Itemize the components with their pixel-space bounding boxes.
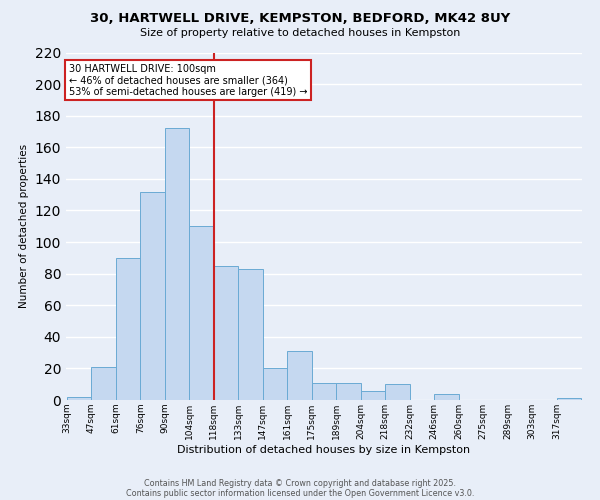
Bar (385, 384, 410, 400)
Bar (67, 397, 91, 400)
Bar (190, 226, 214, 400)
Bar (287, 351, 312, 400)
Text: Contains HM Land Registry data © Crown copyright and database right 2025.: Contains HM Land Registry data © Crown c… (144, 478, 456, 488)
Bar (336, 382, 361, 400)
Y-axis label: Number of detached properties: Number of detached properties (19, 144, 29, 308)
Bar (263, 368, 287, 400)
Bar (214, 266, 238, 400)
Text: 30, HARTWELL DRIVE, KEMPSTON, BEDFORD, MK42 8UY: 30, HARTWELL DRIVE, KEMPSTON, BEDFORD, M… (90, 12, 510, 26)
Text: Contains public sector information licensed under the Open Government Licence v3: Contains public sector information licen… (126, 488, 474, 498)
Bar (116, 258, 140, 400)
X-axis label: Distribution of detached houses by size in Kempston: Distribution of detached houses by size … (178, 444, 470, 454)
Bar (140, 192, 165, 400)
Bar (557, 398, 581, 400)
Text: 30 HARTWELL DRIVE: 100sqm
← 46% of detached houses are smaller (364)
53% of semi: 30 HARTWELL DRIVE: 100sqm ← 46% of detac… (68, 64, 307, 97)
Bar (361, 390, 385, 400)
Bar (91, 367, 116, 400)
Bar (165, 128, 190, 400)
Bar (238, 269, 263, 400)
Bar (312, 382, 336, 400)
Bar (434, 394, 458, 400)
Text: Size of property relative to detached houses in Kempston: Size of property relative to detached ho… (140, 28, 460, 38)
